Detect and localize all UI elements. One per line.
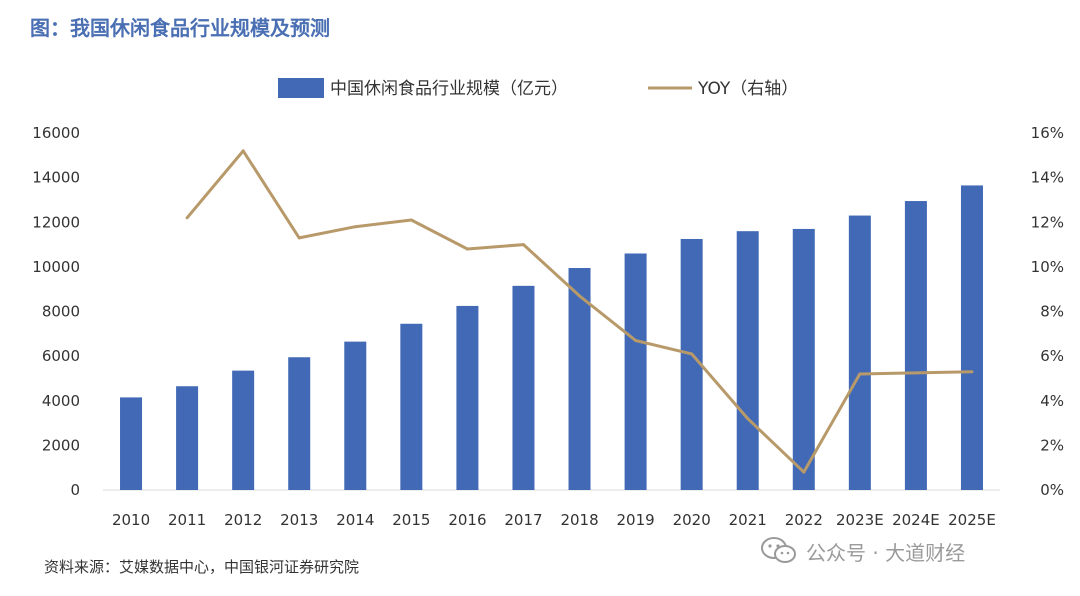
yoy-point-2018 <box>578 294 582 298</box>
bar-2011 <box>176 386 199 490</box>
bar-2025E <box>960 185 983 490</box>
bars <box>120 185 983 491</box>
x-tick-label: 2023E <box>836 511 884 529</box>
yoy-point-2013 <box>297 236 301 240</box>
yoy-line-series <box>185 149 974 474</box>
x-tick-label: 2010 <box>112 511 150 529</box>
y-right-tick-label: 6% <box>1040 347 1064 365</box>
figure-title: 图：我国休闲食品行业规模及预测 <box>30 16 330 40</box>
yoy-point-2011 <box>185 216 189 220</box>
bar-2017 <box>512 285 535 490</box>
x-tick-label: 2015 <box>392 511 430 529</box>
axes: 0 2000 4000 6000 8000 10000 12000 14000 16000 0% 2… <box>32 124 1064 499</box>
bar-2013 <box>288 357 311 490</box>
legend-bar-swatch <box>278 78 324 98</box>
y-left-tick-label: 8000 <box>42 303 80 321</box>
bar-2020 <box>680 238 703 490</box>
x-tick-label: 2024E <box>892 511 940 529</box>
yoy-point-2016 <box>465 247 469 251</box>
yoy-point-2025E <box>970 370 974 374</box>
x-tick-label: 2020 <box>673 511 711 529</box>
bar-2023E <box>848 215 871 490</box>
y-right-tick-label: 4% <box>1040 392 1064 410</box>
y-left-tick-label: 6000 <box>42 347 80 365</box>
y-right-tick-label: 16% <box>1031 124 1064 142</box>
bar-2015 <box>400 323 423 490</box>
x-tick-label: 2014 <box>336 511 374 529</box>
legend-line-label: YOY（右轴） <box>697 79 798 99</box>
x-tick-label: 2017 <box>504 511 542 529</box>
x-tick-label: 2013 <box>280 511 318 529</box>
x-axis-labels: 2010 2011 2012 2013 2014 2015 2016 2017 2018 2019… <box>112 511 996 529</box>
bar-2010 <box>120 397 143 490</box>
watermark-text: 公众号 · 大道财经 <box>806 540 966 565</box>
y-left-tick-label: 16000 <box>32 124 80 142</box>
bar-2024E <box>904 201 927 490</box>
yoy-point-2014 <box>353 225 357 229</box>
x-tick-label: 2016 <box>448 511 486 529</box>
x-tick-label: 2021 <box>729 511 767 529</box>
bar-2019 <box>624 253 647 490</box>
watermark: 公众号 · 大道财经 <box>760 536 965 566</box>
x-tick-label: 2018 <box>560 511 598 529</box>
yoy-point-2022 <box>802 470 806 474</box>
y-left-tick-label: 10000 <box>32 258 80 276</box>
bar-2021 <box>736 231 759 491</box>
bar-2014 <box>344 341 367 490</box>
yoy-point-2012 <box>241 149 245 153</box>
y-right-tick-label: 12% <box>1031 213 1064 231</box>
legend-bar-label: 中国休闲食品行业规模（亿元） <box>330 79 568 99</box>
x-tick-label: 2025E <box>948 511 996 529</box>
x-tick-label: 2011 <box>168 511 206 529</box>
source-note: 资料来源：艾媒数据中心，中国银河证券研究院 <box>44 558 360 576</box>
y-left-tick-label: 12000 <box>32 213 80 231</box>
y-right-tick-label: 8% <box>1040 303 1064 321</box>
x-tick-label: 2022 <box>785 511 823 529</box>
bar-2022 <box>792 228 815 490</box>
y-left-tick-label: 14000 <box>32 169 80 187</box>
y-right-tick-label: 2% <box>1040 436 1064 454</box>
x-tick-label: 2019 <box>617 511 655 529</box>
wechat-icon <box>761 537 796 563</box>
legend: 中国休闲食品行业规模（亿元） YOY（右轴） <box>278 78 798 99</box>
yoy-point-2017 <box>521 243 525 247</box>
y-right-tick-label: 10% <box>1031 258 1064 276</box>
x-tick-label: 2012 <box>224 511 262 529</box>
y-right-tick-label: 0% <box>1040 481 1064 499</box>
yoy-point-2020 <box>690 352 694 356</box>
bar-2012 <box>232 370 255 490</box>
y-right-tick-label: 14% <box>1031 169 1064 187</box>
yoy-point-2019 <box>634 339 638 343</box>
yoy-point-2023E <box>858 372 862 376</box>
y-left-tick-label: 0 <box>70 481 80 499</box>
y-left-tick-label: 4000 <box>42 392 80 410</box>
yoy-point-2021 <box>746 417 750 421</box>
y-left-tick-label: 2000 <box>42 436 80 454</box>
yoy-point-2015 <box>409 218 413 222</box>
bar-2018 <box>568 267 591 490</box>
yoy-point-2024E <box>914 371 918 375</box>
bar-2016 <box>456 305 479 490</box>
